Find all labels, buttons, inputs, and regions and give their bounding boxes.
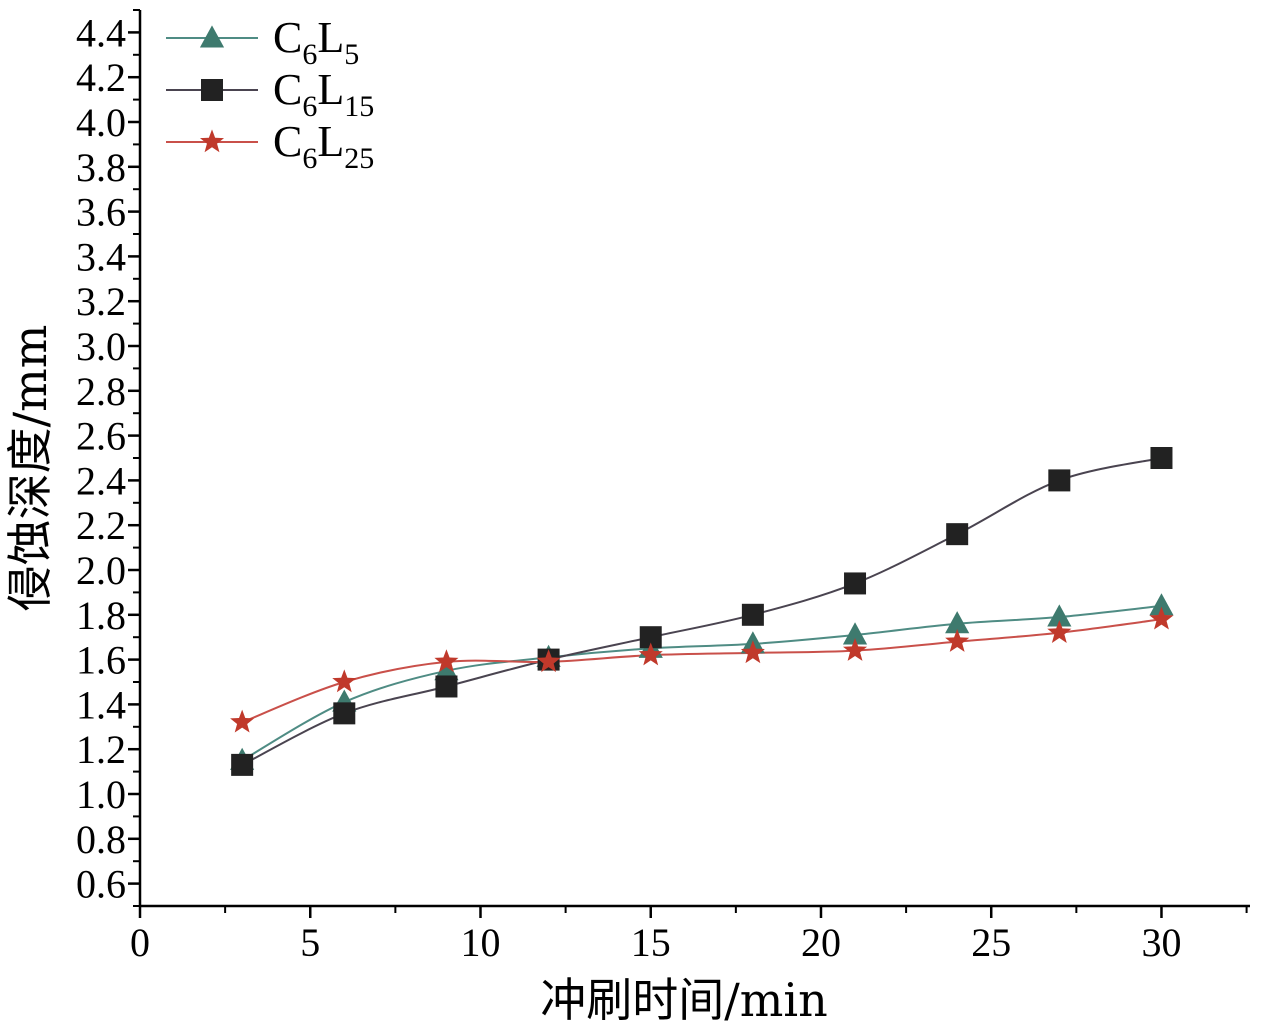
y-tick-label: 1.0 xyxy=(76,772,126,817)
y-tick-label: 1.8 xyxy=(76,593,126,638)
x-tick-label: 10 xyxy=(460,920,500,965)
y-tick-label: 0.6 xyxy=(76,862,126,907)
data-point-C6L25 xyxy=(1047,620,1072,643)
legend-marker-C6L25 xyxy=(199,129,225,153)
series-lines xyxy=(241,457,1162,766)
x-tick-label: 0 xyxy=(130,920,150,965)
data-point-C6L25 xyxy=(740,640,765,664)
y-axis-ticks: 0.60.81.01.21.41.61.82.02.22.42.62.83.03… xyxy=(76,9,140,907)
data-point-C6L25 xyxy=(230,709,255,733)
x-tick-label: 20 xyxy=(801,920,841,965)
x-tick-label: 30 xyxy=(1141,920,1181,965)
data-point-C6L5 xyxy=(1047,604,1072,627)
data-point-C6L15 xyxy=(946,523,969,546)
data-point-C6L25 xyxy=(536,649,561,673)
legend-label-C6L25: C6L25 xyxy=(273,117,374,175)
x-tick-label: 15 xyxy=(631,920,671,965)
data-point-C6L5 xyxy=(842,622,868,645)
data-point-C6L5 xyxy=(434,658,459,681)
series-line-C6L25 xyxy=(241,618,1162,724)
y-tick-label: 1.4 xyxy=(76,682,126,727)
y-tick-label: 4.2 xyxy=(76,55,126,100)
data-point-C6L15 xyxy=(231,753,254,776)
data-point-C6L15 xyxy=(639,626,662,649)
y-tick-label: 2.2 xyxy=(76,503,126,548)
y-tick-label: 3.8 xyxy=(76,145,126,190)
series-markers xyxy=(230,447,1174,776)
y-tick-label: 4.0 xyxy=(76,100,126,145)
data-point-C6L25 xyxy=(434,649,459,673)
data-point-C6L15 xyxy=(1150,447,1173,469)
data-point-C6L15 xyxy=(741,603,764,626)
y-tick-label: 3.4 xyxy=(76,234,126,279)
data-point-C6L25 xyxy=(638,642,663,666)
y-tick-label: 0.8 xyxy=(76,817,126,862)
y-tick-label: 4.4 xyxy=(76,10,126,55)
y-axis-title: 侵蚀深度/mm xyxy=(3,325,57,612)
y-tick-label: 3.2 xyxy=(76,279,126,324)
data-point-C6L15 xyxy=(333,702,356,725)
y-tick-label: 1.6 xyxy=(76,638,126,683)
y-tick-label: 3.6 xyxy=(76,190,126,235)
y-tick-label: 2.0 xyxy=(76,548,126,593)
legend-label-C6L15: C6L15 xyxy=(273,65,374,123)
x-axis-title: 冲刷时间/min xyxy=(540,973,827,1027)
data-point-C6L15 xyxy=(1048,469,1071,492)
data-point-C6L25 xyxy=(843,637,868,661)
data-point-C6L5 xyxy=(1149,593,1174,616)
x-tick-label: 25 xyxy=(971,920,1011,965)
y-tick-label: 2.4 xyxy=(76,458,126,503)
data-point-C6L25 xyxy=(1149,606,1174,630)
data-point-C6L25 xyxy=(332,669,357,693)
x-axis-ticks: 0 5 10 15 20 25 30 xyxy=(130,906,1248,965)
legend-marker-C6L15 xyxy=(201,79,223,101)
y-tick-label: 2.8 xyxy=(76,369,126,414)
y-tick-label: 2.6 xyxy=(76,414,126,459)
data-point-C6L15 xyxy=(844,572,867,595)
data-point-C6L25 xyxy=(945,629,970,652)
series-line-C6L15 xyxy=(241,457,1162,766)
data-point-C6L15 xyxy=(435,675,458,698)
legend-label-C6L5: C6L5 xyxy=(273,13,359,71)
x-tick-label: 5 xyxy=(300,920,320,965)
series-line-C6L5 xyxy=(241,604,1162,762)
data-point-C6L5 xyxy=(945,611,970,634)
y-tick-label: 3.0 xyxy=(76,324,126,369)
y-tick-label: 1.2 xyxy=(76,727,126,772)
legend-marker-C6L5 xyxy=(199,25,225,48)
